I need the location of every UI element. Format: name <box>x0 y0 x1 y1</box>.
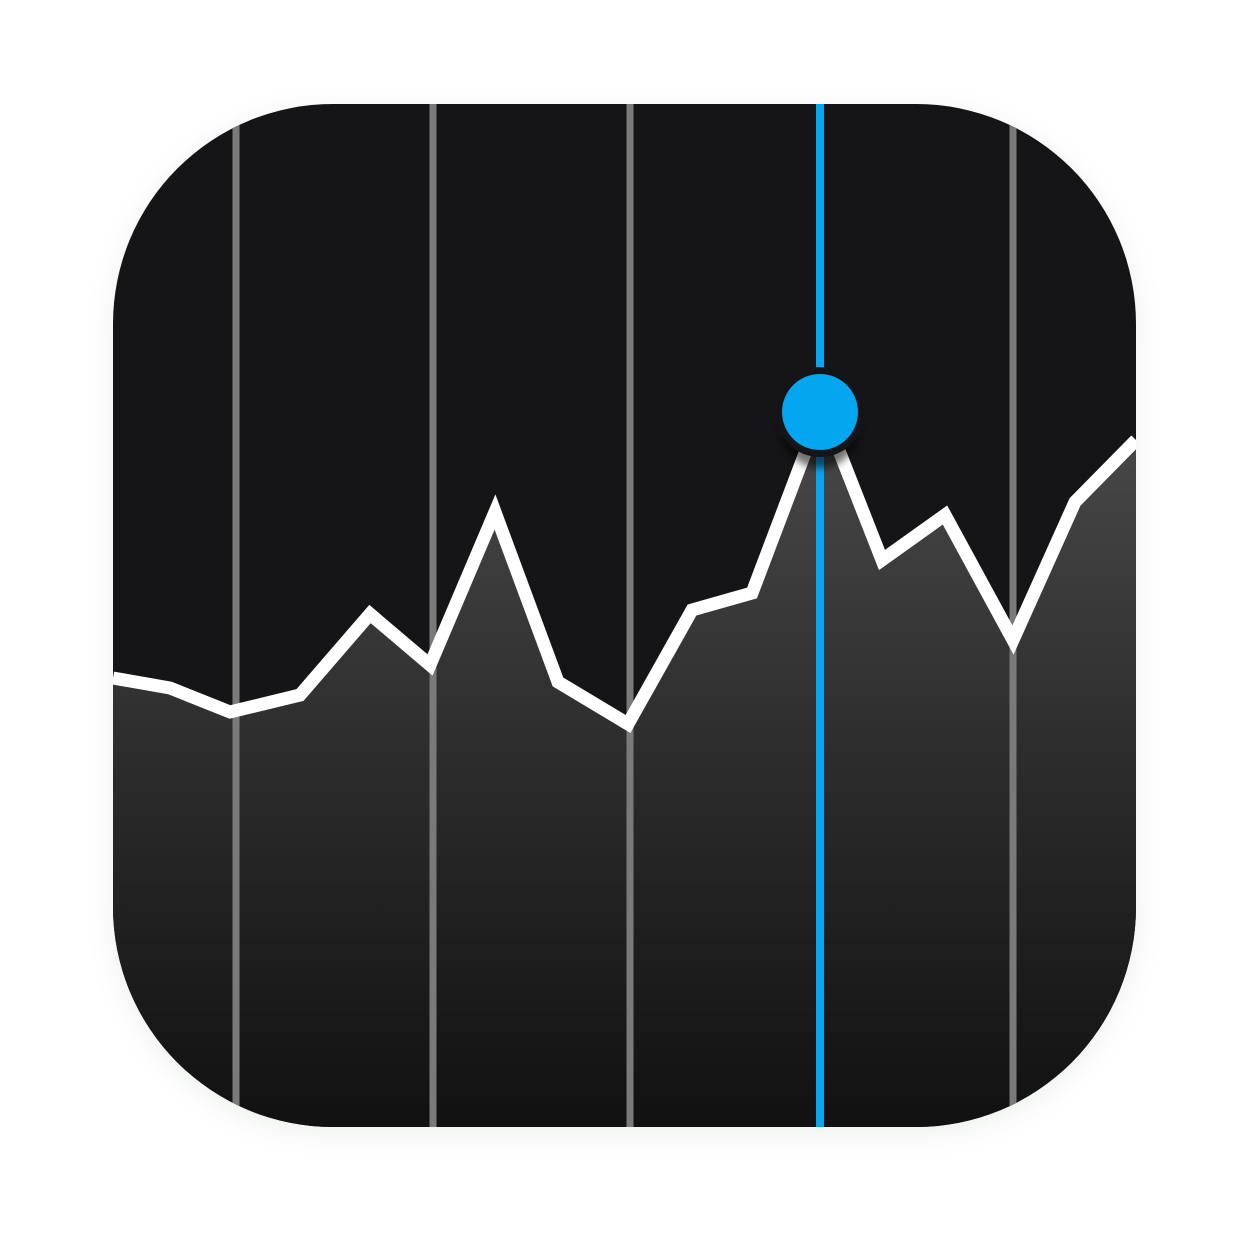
chart-area <box>113 440 1136 1127</box>
tile <box>113 104 1136 1127</box>
grid-lines <box>232 104 1017 1127</box>
cursor-dot <box>782 374 858 450</box>
price-line <box>113 432 1136 734</box>
